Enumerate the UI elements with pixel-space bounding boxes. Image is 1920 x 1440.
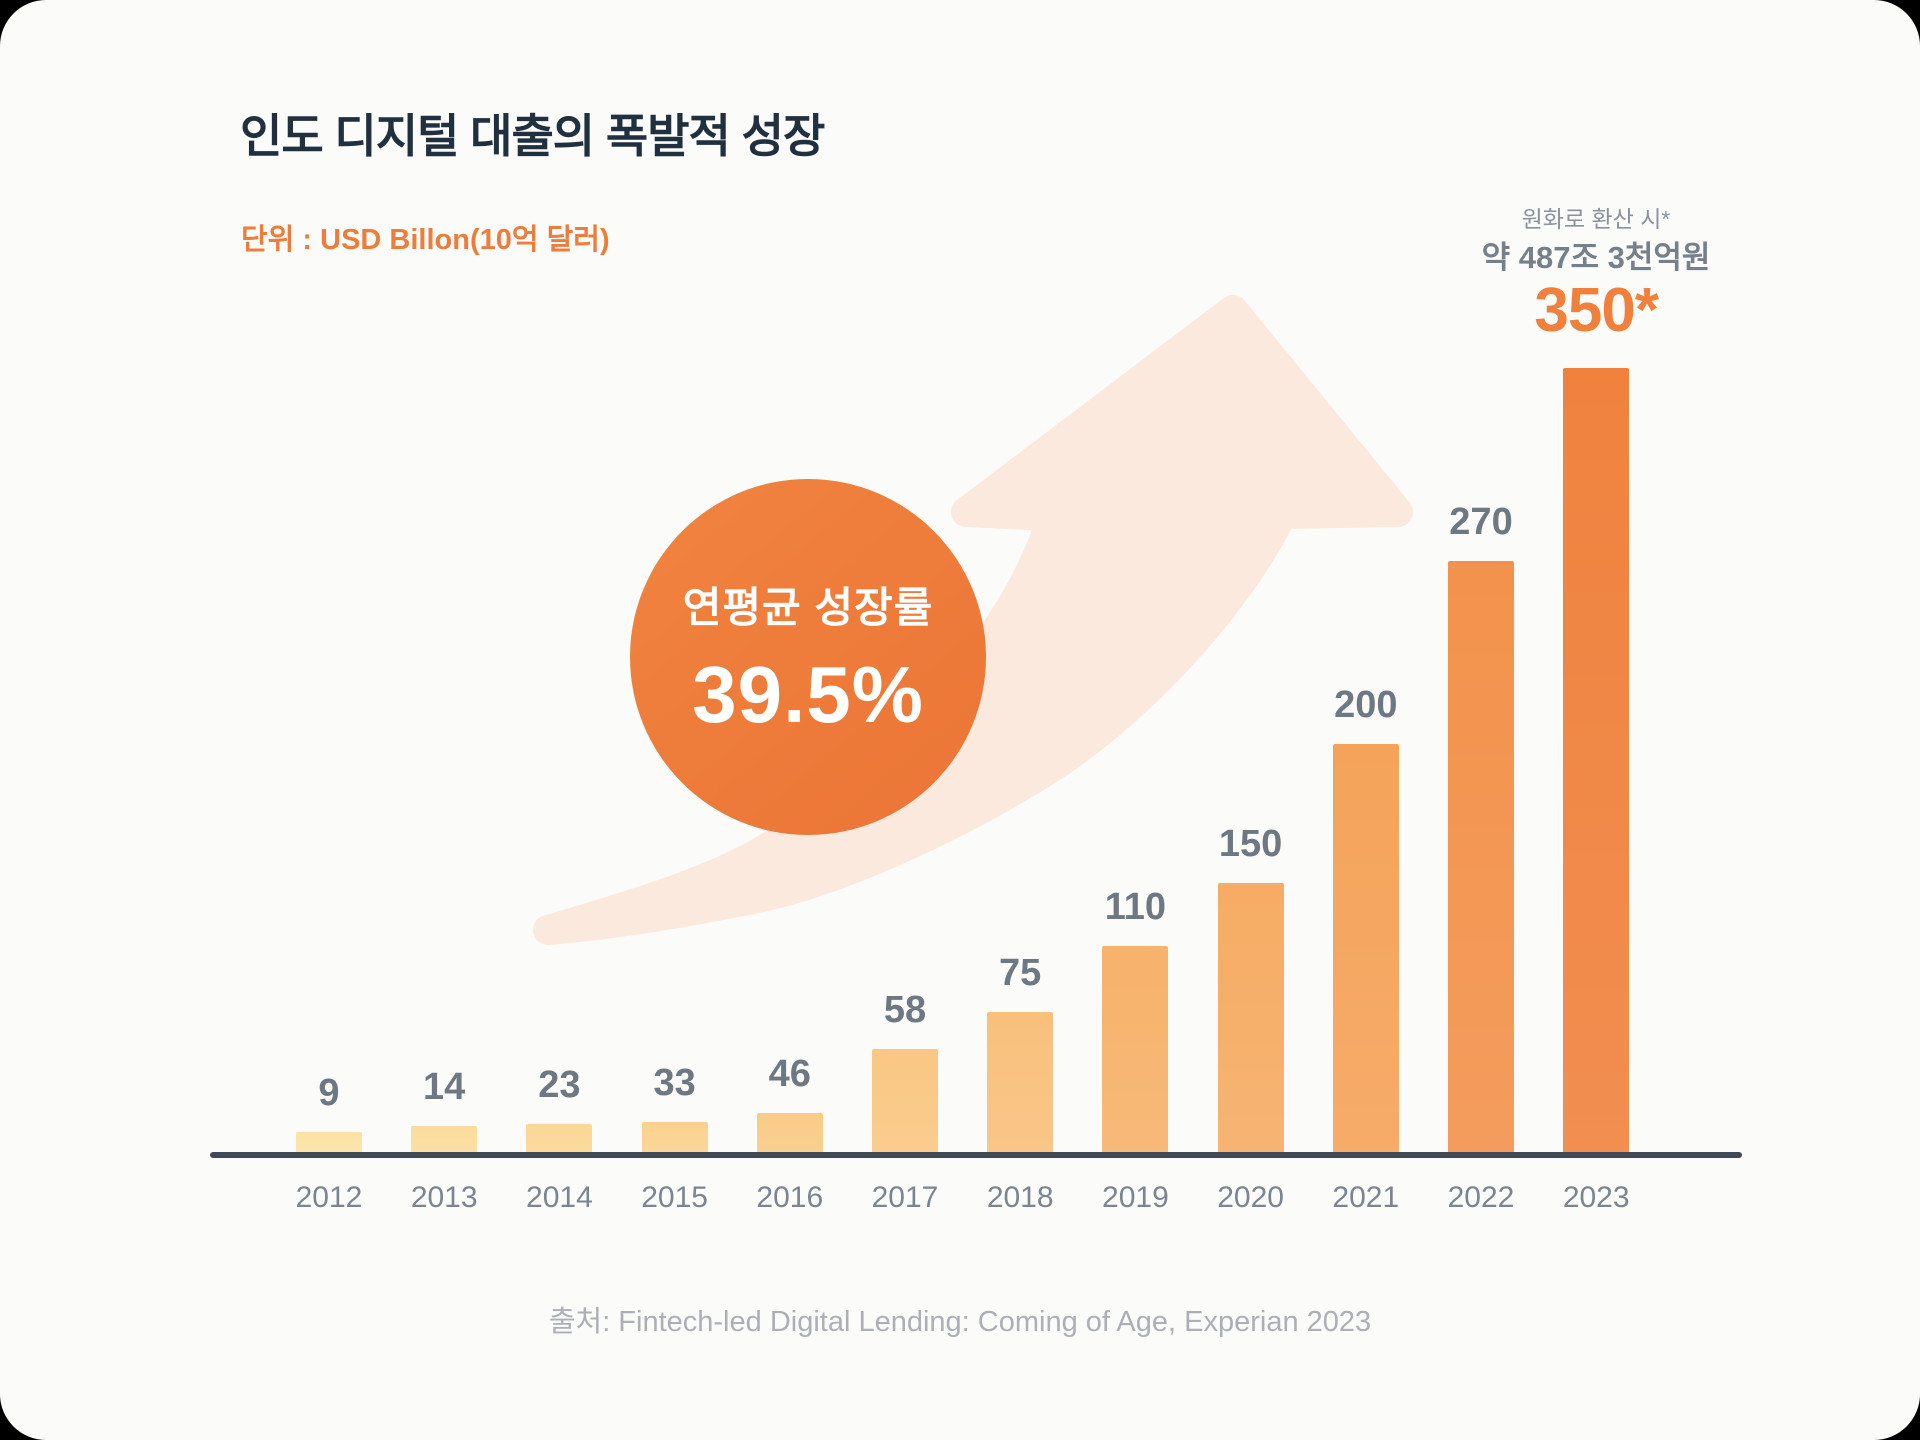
bar-2019 — [1102, 946, 1169, 1153]
year-label-2013: 2013 — [410, 1181, 478, 1214]
bar-group-2016: 46 — [732, 1055, 848, 1153]
page-title: 인도 디지털 대출의 폭발적 성장 — [240, 110, 825, 162]
year-label-2018: 2018 — [986, 1181, 1054, 1214]
year-label-2022: 2022 — [1447, 1181, 1515, 1214]
year-label-2012: 2012 — [295, 1181, 363, 1214]
bar-group-2013: 14 — [386, 1068, 502, 1153]
bar-value-label-2015: 33 — [653, 1062, 696, 1104]
x-axis-labels: 2012 2013 2014 2015 2016 2017 2018 2019 2020 2021… — [210, 1181, 1742, 1221]
bar-2021 — [1332, 744, 1399, 1153]
x-axis-line — [210, 1152, 1742, 1158]
bar-2016 — [756, 1113, 823, 1153]
bar-group-2017: 58 — [847, 991, 963, 1153]
bar-2014 — [526, 1124, 593, 1153]
bar-value-label-2016: 46 — [768, 1053, 811, 1095]
year-label-2020: 2020 — [1217, 1181, 1284, 1214]
bar-value-label-2023: 350* — [1534, 276, 1659, 345]
bar-group-2019: 110 — [1077, 888, 1193, 1153]
year-label-2015: 2015 — [641, 1181, 708, 1214]
bar-group-2014: 23 — [501, 1066, 617, 1153]
bar-value-label-2014: 23 — [538, 1064, 581, 1106]
bar-2012 — [296, 1132, 362, 1153]
cagr-badge: 연평균 성장률 39.5% — [630, 479, 986, 835]
bar-group-2021: 200 — [1308, 686, 1424, 1153]
year-label-2021: 2021 — [1332, 1181, 1400, 1214]
bar-group-2023: 350* — [1534, 280, 1659, 1153]
year-label-2017: 2017 — [871, 1181, 939, 1214]
bar-value-label-2019: 110 — [1104, 886, 1167, 928]
bar-value-label-2022: 270 — [1449, 501, 1513, 543]
bar-value-label-2013: 14 — [423, 1066, 466, 1108]
krw-annotation-value: 약 487조 3천억원 — [1481, 240, 1711, 275]
unit-label: 단위 : USD Billon(10억 달러) — [241, 224, 610, 256]
bar-group-2018: 75 — [962, 954, 1078, 1153]
krw-annotation: 원화로 환산 시* 약 487조 3천억원 — [1482, 202, 1711, 280]
cagr-badge-value: 39.5% — [692, 649, 924, 739]
bar-2013 — [411, 1126, 478, 1153]
bar-group-2012: 9 — [271, 1074, 387, 1153]
bar-2020 — [1217, 883, 1284, 1153]
year-label-2019: 2019 — [1102, 1181, 1169, 1214]
bar-group-2020: 150 — [1193, 825, 1309, 1153]
bar-chart: 9 14 23 33 46 58 75 110 150 200 270 350* — [210, 0, 1742, 1153]
bar-2022 — [1448, 561, 1514, 1153]
bar-2017 — [872, 1049, 938, 1153]
bar-value-label-2018: 75 — [999, 952, 1042, 994]
source-citation: 출처: Fintech-led Digital Lending: Coming … — [548, 1306, 1372, 1338]
bar-2015 — [641, 1122, 708, 1153]
cagr-badge-label: 연평균 성장률 — [682, 583, 934, 631]
year-label-2014: 2014 — [526, 1181, 593, 1214]
krw-annotation-note: 원화로 환산 시* — [1521, 206, 1671, 232]
bar-group-2015: 33 — [617, 1064, 733, 1153]
year-label-2016: 2016 — [756, 1181, 824, 1214]
bar-value-label-2020: 150 — [1218, 823, 1283, 865]
bar-group-2022: 270 — [1423, 503, 1539, 1153]
bar-2023 — [1563, 368, 1630, 1153]
bar-value-label-2021: 200 — [1334, 684, 1398, 726]
bar-value-label-2017: 58 — [883, 989, 927, 1031]
arrow-swoosh-shape — [533, 295, 1413, 945]
year-label-2023: 2023 — [1562, 1181, 1630, 1214]
bar-2018 — [987, 1012, 1054, 1153]
bar-value-label-2012: 9 — [318, 1072, 340, 1114]
